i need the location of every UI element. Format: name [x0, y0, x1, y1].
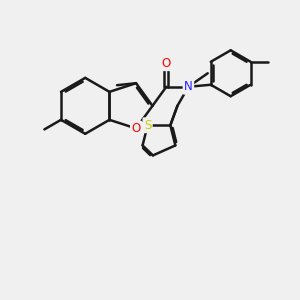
Text: O: O	[131, 122, 141, 135]
Text: S: S	[144, 119, 151, 132]
Text: O: O	[162, 57, 171, 70]
Text: N: N	[184, 80, 193, 93]
